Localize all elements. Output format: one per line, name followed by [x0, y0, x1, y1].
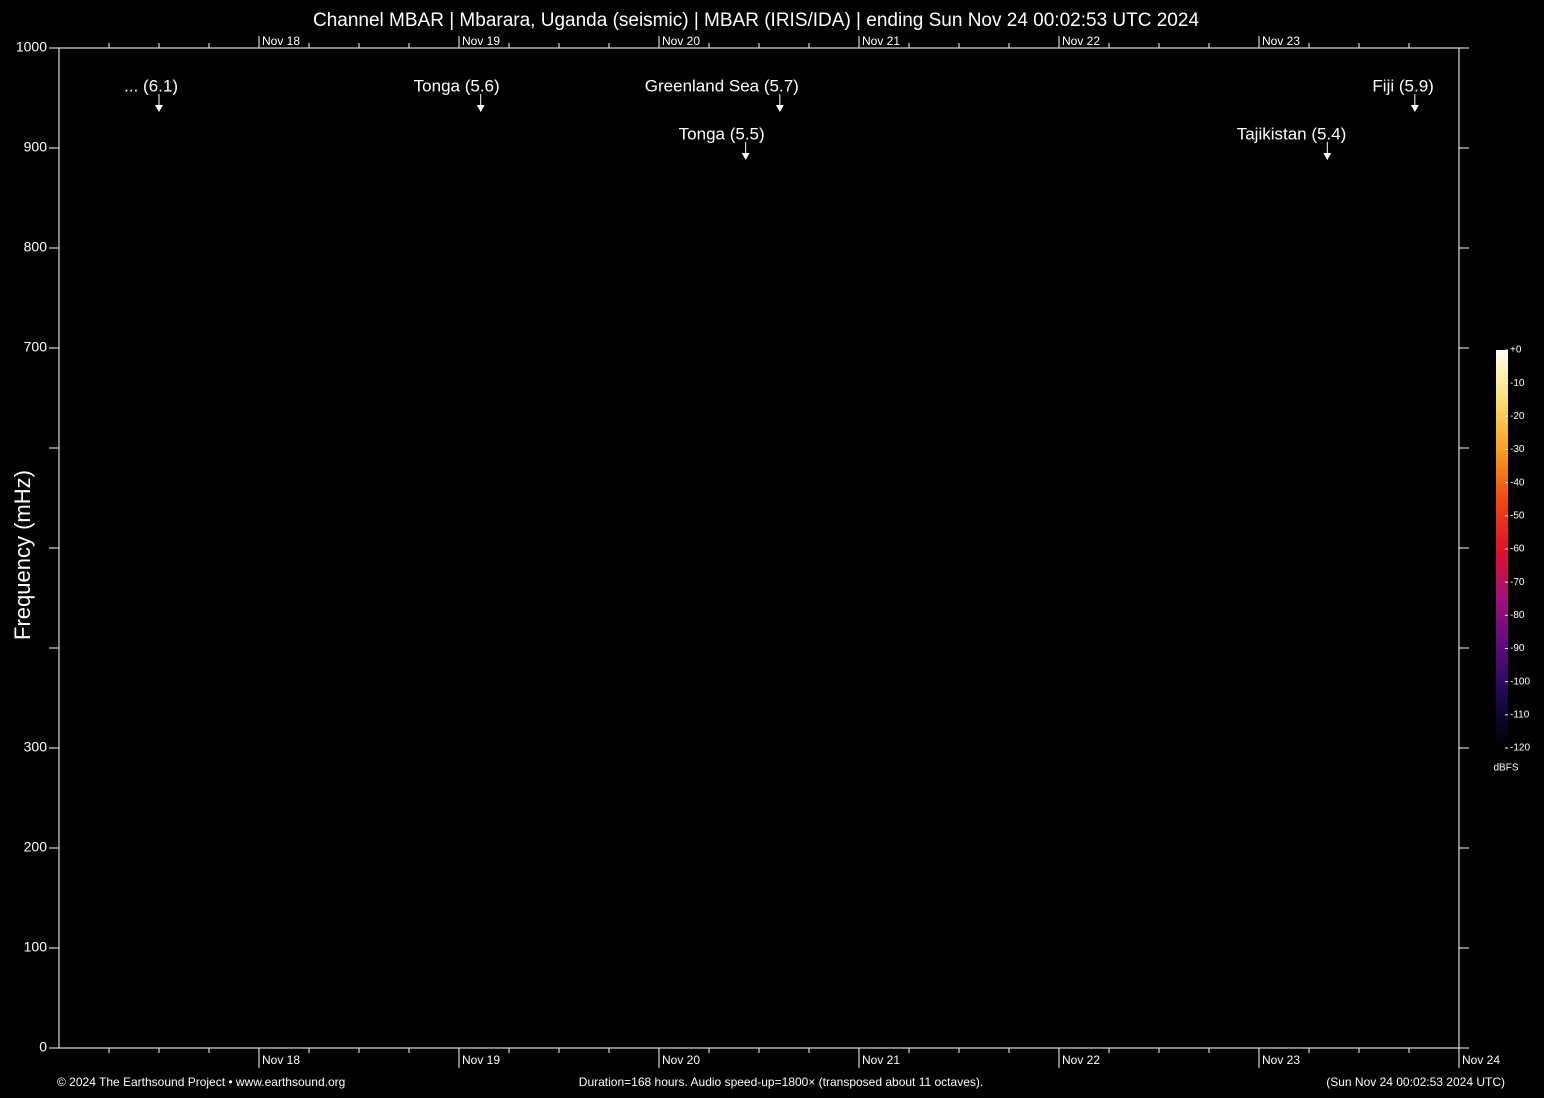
event-label: ... (6.1)	[124, 76, 178, 95]
plot-frame	[58, 47, 1460, 1049]
event-arrow-head	[1410, 105, 1419, 112]
footer-right: (Sun Nov 24 00:02:53 2024 UTC)	[1326, 1075, 1505, 1089]
colorbar-tick-label: -60	[1510, 544, 1525, 555]
x-tick-label-top: Nov 18	[262, 34, 300, 48]
chart-title: Channel MBAR | Mbarara, Uganda (seismic)…	[313, 10, 1199, 31]
colorbar-tick-label: -100	[1510, 676, 1530, 687]
event-marker	[775, 94, 784, 112]
x-tick-label: Nov 22	[1062, 1053, 1100, 1067]
event-arrow-head	[1323, 153, 1332, 160]
event-arrow-head	[155, 105, 163, 112]
y-tick-label: 300	[24, 739, 48, 755]
x-tick-label: Nov 23	[1262, 1053, 1300, 1067]
x-tick-label-top: Nov 22	[1062, 34, 1100, 48]
colorbar-tick-label: -90	[1510, 643, 1525, 654]
y-tick-label: 200	[24, 839, 48, 855]
event-label: Tonga (5.5)	[679, 124, 765, 143]
x-tick-label: Nov 19	[462, 1053, 500, 1067]
event-label: Greenland Sea (5.7)	[645, 76, 799, 95]
colorbar-tick-label: -40	[1510, 477, 1525, 488]
event-label: Tonga (5.6)	[414, 76, 500, 95]
x-tick-label-top: Nov 23	[1262, 34, 1300, 48]
y-tick-label: 0	[39, 1039, 47, 1055]
y-tick-label: 700	[24, 339, 48, 355]
x-tick-label-top: Nov 21	[862, 34, 900, 48]
x-tick-label-top: Nov 20	[662, 34, 700, 48]
x-tick-label: Nov 20	[662, 1053, 700, 1067]
event-marker	[155, 94, 163, 112]
colorbar-tick-label: -110	[1510, 709, 1530, 720]
footer-left: © 2024 The Earthsound Project • www.eart…	[57, 1075, 345, 1089]
y-tick-label: 100	[24, 939, 48, 955]
x-tick-label: Nov 24	[1462, 1053, 1500, 1067]
event-arrow-head	[775, 105, 784, 112]
event-label: Tajikistan (5.4)	[1237, 124, 1347, 143]
x-tick-label-top: Nov 19	[462, 34, 500, 48]
colorbar-tick-label: -10	[1510, 378, 1525, 389]
event-marker	[1323, 142, 1332, 160]
colorbar-tick-label: -120	[1510, 743, 1530, 754]
y-tick-label: 800	[24, 239, 48, 255]
event-marker	[476, 94, 485, 112]
colorbar-tick-label: +0	[1510, 345, 1522, 356]
event-arrow-head	[476, 105, 485, 112]
footer-center: Duration=168 hours. Audio speed-up=1800×…	[579, 1075, 983, 1089]
y-axis-label: Frequency (mHz)	[10, 470, 35, 640]
event-label: Fiji (5.9)	[1372, 76, 1433, 95]
event-marker	[741, 142, 750, 160]
colorbar-label: dBFS	[1493, 763, 1518, 774]
colorbar-tick-label: -30	[1510, 444, 1525, 455]
x-tick-label: Nov 18	[262, 1053, 300, 1067]
colorbar-tick-label: -80	[1510, 610, 1525, 621]
colorbar-tick-label: -20	[1510, 411, 1525, 422]
colorbar-tick-label: -50	[1510, 510, 1525, 521]
y-tick-label: 1000	[16, 39, 47, 55]
y-tick-label: 900	[24, 139, 48, 155]
event-marker	[1410, 94, 1419, 112]
event-arrow-head	[741, 153, 750, 160]
colorbar-tick-label: -70	[1510, 577, 1525, 588]
x-tick-label: Nov 21	[862, 1053, 900, 1067]
